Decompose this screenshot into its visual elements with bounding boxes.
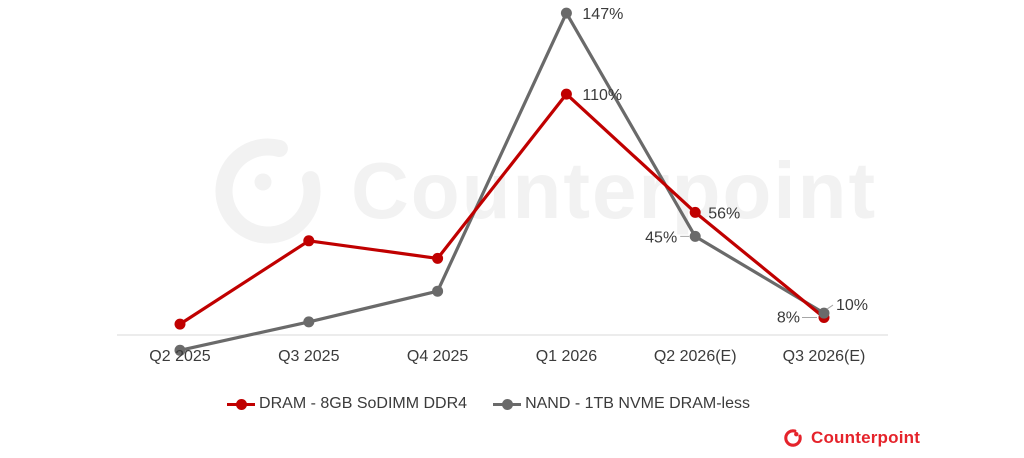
data-point [818,307,830,319]
data-label: 110% [582,87,622,104]
data-point [303,235,315,247]
data-label: 147% [582,6,623,23]
counterpoint-logo: Counterpoint [783,428,920,448]
legend-label-nand: NAND - 1TB NVME DRAM-less [525,395,750,412]
counterpoint-logo-text: Counterpoint [811,428,921,447]
data-point [689,230,701,242]
logo-ring-dot [794,432,799,437]
category-label: Q4 2025 [407,348,468,365]
category-label: Q2 2026(E) [654,348,737,365]
category-label: Q1 2026 [536,348,597,365]
legend-item-nand: NAND - 1TB NVME DRAM-less [493,395,750,413]
data-point [689,206,701,218]
data-point [174,344,186,356]
data-point [174,318,186,330]
data-point [432,252,444,264]
legend-item-dram: DRAM - 8GB SoDIMM DDR4 [227,395,467,413]
data-label: 45% [645,229,677,246]
legend-label-dram: DRAM - 8GB SoDIMM DDR4 [259,395,468,412]
data-point [432,285,444,297]
series-line [178,11,826,352]
data-point [560,88,572,100]
chart-legend: DRAM - 8GB SoDIMM DDR4 NAND - 1TB NVME D… [0,393,977,415]
category-label: Q3 2026(E) [783,348,866,365]
data-label: 56% [708,205,740,222]
dram-series-marker-icon [227,398,256,410]
data-point [303,316,315,328]
series-line [178,92,826,326]
data-label: 10% [836,297,868,314]
data-label: 8% [777,310,800,327]
nand-series-marker-icon [493,398,522,410]
category-label: Q3 2025 [278,348,339,365]
category-label: Q2 2025 [149,348,210,365]
label-leader-line [826,304,834,310]
data-point [560,7,572,19]
line-chart: 110% 56% 8% 147% 45% 10% Q2 2025 Q3 2025 Q4 2025… [117,6,888,365]
counterpoint-logo-icon [784,429,802,447]
logo-ring-arc [784,429,802,447]
